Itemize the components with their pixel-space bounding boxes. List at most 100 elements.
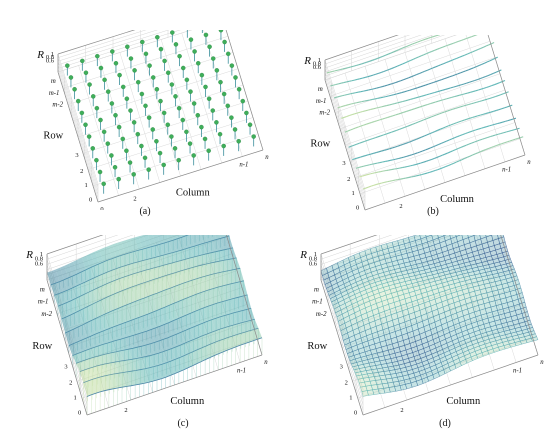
floor-grid-line bbox=[72, 68, 239, 121]
row-curve-segment bbox=[347, 93, 351, 96]
row-curve-segment bbox=[473, 101, 477, 104]
row-curve-segment bbox=[406, 155, 410, 157]
row-curve-segment bbox=[501, 142, 505, 145]
stem-marker bbox=[95, 53, 100, 59]
row-axis-line bbox=[57, 71, 99, 203]
row-curve-segment bbox=[381, 181, 385, 184]
row-curve-segment bbox=[382, 160, 386, 163]
row-curve-segment bbox=[460, 38, 464, 41]
stem-marker bbox=[146, 167, 151, 172]
row-curve-segment bbox=[423, 118, 427, 121]
ribbon-patch bbox=[110, 362, 119, 374]
column-tick-label: n-1 bbox=[513, 367, 522, 374]
row-curve-segment bbox=[421, 70, 425, 73]
row-curve-segment bbox=[444, 152, 448, 155]
row-curve-segment bbox=[398, 112, 402, 115]
row-tick-label: 0 bbox=[356, 204, 359, 211]
stem-marker bbox=[203, 84, 208, 90]
ribbon-patch bbox=[68, 276, 77, 289]
ribbon-patch bbox=[143, 296, 152, 315]
far-floor-line bbox=[222, 19, 264, 151]
row-curve-segment bbox=[411, 175, 414, 178]
ribbon-patch bbox=[142, 331, 151, 345]
ribbon-patch bbox=[152, 293, 161, 311]
ribbon-patch bbox=[173, 301, 182, 319]
ribbon-patch bbox=[238, 296, 247, 311]
ribbon-patch bbox=[181, 248, 190, 260]
row-curve-segment bbox=[353, 64, 357, 67]
row-curve-segment bbox=[354, 157, 358, 160]
far-floor-line bbox=[484, 24, 526, 156]
row-curve-segment bbox=[455, 107, 459, 109]
row-curve-segment bbox=[453, 85, 457, 88]
ribbon-patch bbox=[65, 331, 74, 346]
row-curve-segment bbox=[370, 108, 374, 110]
row-curve-segment bbox=[476, 100, 480, 103]
row-curve-segment bbox=[341, 94, 345, 97]
column-tick-label: n bbox=[264, 359, 268, 366]
row-curve-segment bbox=[348, 80, 352, 82]
row-curve-segment bbox=[490, 110, 494, 113]
column-tick-label: 0 bbox=[100, 206, 103, 210]
row-curve-segment bbox=[474, 140, 478, 143]
row-curve-segment bbox=[404, 165, 408, 168]
row-curve-segment bbox=[456, 121, 460, 124]
row-curve-segment bbox=[405, 77, 409, 80]
row-curve-segment bbox=[414, 87, 418, 90]
row-curve-segment bbox=[365, 186, 369, 189]
ribbon-patch bbox=[181, 330, 190, 344]
stem-marker bbox=[176, 157, 181, 163]
stem-marker bbox=[128, 108, 133, 113]
row-curve-segment bbox=[340, 82, 344, 84]
stem-marker bbox=[72, 87, 77, 92]
row-curve-segment bbox=[491, 42, 495, 45]
row-curve-segment bbox=[350, 102, 354, 105]
ribbon-patch bbox=[168, 335, 176, 349]
row-curve-segment bbox=[448, 59, 452, 63]
stem-marker bbox=[120, 136, 126, 142]
ribbon-patch bbox=[98, 262, 107, 275]
row-curve-segment bbox=[386, 148, 390, 151]
row-curve-segment bbox=[416, 106, 420, 109]
row-curve-segment bbox=[434, 169, 439, 172]
row-curve-segment bbox=[395, 113, 399, 116]
ribbon-patch bbox=[119, 277, 128, 291]
row-curve-segment bbox=[359, 141, 363, 144]
z-tick-label: 1 bbox=[314, 251, 317, 258]
row-curve-segment bbox=[469, 116, 473, 119]
ribbon-patch bbox=[203, 306, 212, 322]
row-curve-segment bbox=[481, 99, 485, 102]
row-curve-segment bbox=[366, 99, 370, 102]
ribbon-patch bbox=[176, 250, 185, 261]
ribbon-patch bbox=[113, 308, 122, 326]
row-curve-segment bbox=[375, 72, 379, 75]
ribbon-patch bbox=[161, 289, 170, 308]
stem-marker bbox=[225, 103, 231, 109]
ribbon-patch bbox=[59, 279, 68, 292]
row-curve-segment bbox=[443, 98, 447, 101]
row-curve-segment bbox=[453, 57, 457, 60]
stem-marker bbox=[90, 94, 96, 99]
row-curve-segment bbox=[394, 102, 398, 105]
row-tick-label: 3 bbox=[342, 160, 345, 167]
ribbon-patch bbox=[137, 346, 146, 358]
ribbon-patch bbox=[62, 302, 71, 318]
row-tick-label: 0 bbox=[354, 409, 357, 416]
row-curve-segment bbox=[510, 118, 514, 121]
ribbon-patch bbox=[60, 265, 69, 280]
row-curve-segment bbox=[326, 71, 330, 74]
row-curve-segment bbox=[370, 74, 374, 77]
ribbon-patch bbox=[219, 260, 228, 272]
row-curve-segment bbox=[469, 51, 473, 54]
row-curve-segment bbox=[393, 158, 397, 161]
side-wall-level-line bbox=[320, 264, 364, 400]
ribbon-patch bbox=[116, 339, 125, 351]
row-curve-segment bbox=[440, 63, 444, 66]
stem-marker bbox=[173, 94, 178, 99]
row-curve-segment bbox=[380, 170, 384, 173]
ribbon-patch bbox=[77, 257, 86, 272]
z-axis-label: R bbox=[299, 249, 307, 261]
row-curve-segment bbox=[464, 92, 468, 95]
side-wall-level-line bbox=[324, 63, 366, 195]
stem-marker bbox=[206, 148, 211, 153]
